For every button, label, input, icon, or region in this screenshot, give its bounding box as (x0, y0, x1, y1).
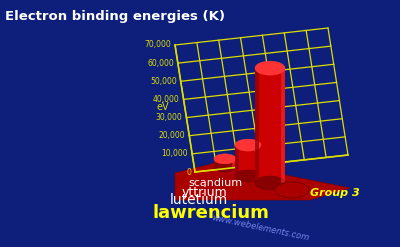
Polygon shape (232, 159, 236, 167)
Ellipse shape (214, 162, 236, 172)
Polygon shape (257, 145, 261, 176)
Text: 10,000: 10,000 (162, 149, 188, 158)
Text: www.webelements.com: www.webelements.com (210, 213, 310, 243)
Polygon shape (255, 68, 259, 183)
Text: 50,000: 50,000 (150, 77, 177, 86)
Ellipse shape (235, 170, 261, 182)
Text: Group 3: Group 3 (310, 188, 360, 198)
Ellipse shape (275, 182, 309, 198)
Text: 70,000: 70,000 (144, 41, 171, 49)
Ellipse shape (255, 61, 285, 75)
Polygon shape (235, 145, 239, 176)
Text: 60,000: 60,000 (147, 59, 174, 68)
Text: lawrencium: lawrencium (152, 204, 269, 222)
Ellipse shape (255, 176, 285, 190)
Polygon shape (175, 162, 350, 200)
Ellipse shape (214, 154, 236, 164)
Text: yttrium: yttrium (182, 185, 228, 199)
Text: 30,000: 30,000 (156, 113, 182, 122)
Polygon shape (281, 68, 285, 183)
Text: lutetium: lutetium (170, 193, 228, 207)
Text: 20,000: 20,000 (159, 131, 185, 140)
Text: eV: eV (157, 102, 169, 111)
Text: 40,000: 40,000 (153, 95, 180, 104)
Polygon shape (235, 145, 261, 176)
Text: 0: 0 (186, 167, 191, 177)
Polygon shape (214, 159, 236, 167)
Text: Electron binding energies (K): Electron binding energies (K) (5, 10, 225, 23)
Text: scandium: scandium (188, 178, 242, 188)
Ellipse shape (235, 139, 261, 151)
Polygon shape (214, 159, 218, 167)
Polygon shape (255, 68, 285, 183)
